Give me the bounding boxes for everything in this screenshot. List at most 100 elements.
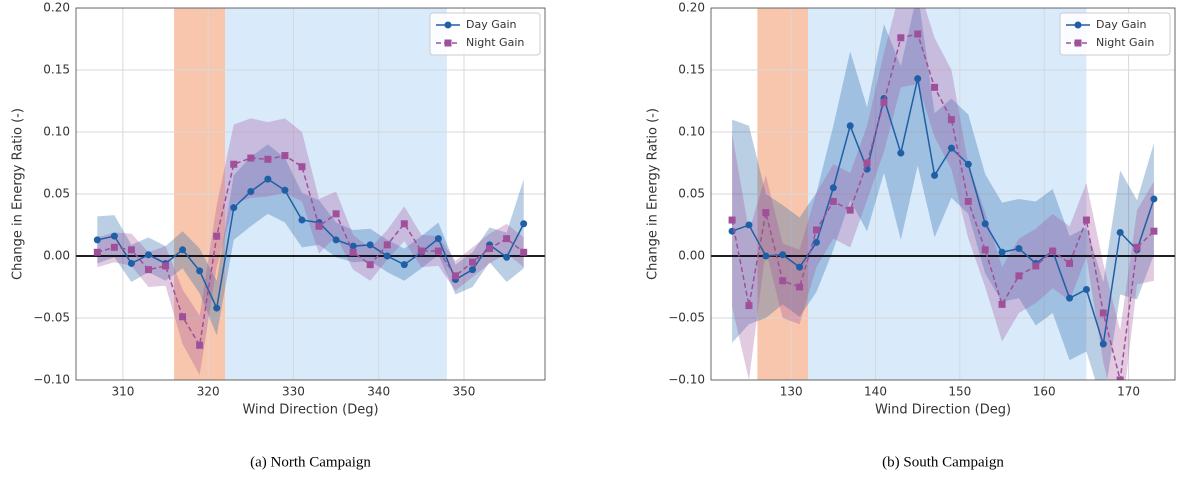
data-point	[880, 98, 888, 106]
data-point	[863, 159, 871, 167]
data-point	[914, 75, 922, 83]
data-point	[281, 186, 289, 194]
data-point	[998, 248, 1006, 256]
confidence-band	[97, 118, 524, 376]
data-point	[213, 304, 221, 312]
x-tick-label: 340	[367, 385, 390, 399]
data-point	[366, 241, 374, 249]
data-point	[383, 252, 391, 260]
data-point	[812, 238, 820, 246]
data-point	[264, 155, 272, 163]
legend: Day Gain Night Gain	[429, 12, 541, 56]
y-tick-label: 0.05	[678, 187, 705, 201]
x-tick-label: 350	[453, 385, 476, 399]
confidence-band	[732, 8, 1154, 380]
data-point	[230, 204, 238, 212]
data-point	[728, 216, 736, 224]
data-point	[366, 261, 374, 269]
legend-label: Night Gain	[466, 36, 524, 49]
data-point	[332, 236, 340, 244]
legend: Day Gain Night Gain	[1059, 12, 1171, 56]
y-tick-label: −0.10	[33, 373, 70, 387]
data-point	[829, 197, 837, 205]
x-axis-label: Wind Direction (Deg)	[875, 403, 1011, 418]
data-point	[1066, 259, 1074, 267]
panel: −0.10 −0.05 0.00 0.05 0.10 0.15 0.20 310 320 330 3…	[11, 1, 546, 470]
axes-frame	[710, 7, 1176, 381]
data-point	[281, 152, 289, 160]
data-point	[1150, 227, 1158, 235]
data-point	[964, 160, 972, 168]
y-tick-label: 0.00	[43, 249, 70, 263]
data-point	[179, 313, 187, 321]
data-point	[1015, 272, 1023, 280]
data-point	[315, 222, 323, 230]
plot-area	[711, 8, 1175, 380]
data-point	[762, 209, 770, 217]
data-point	[264, 175, 272, 183]
data-point	[469, 258, 477, 266]
data-point	[779, 277, 787, 285]
y-axis-label: Change in Energy Ratio (-)	[11, 108, 26, 280]
data-point	[162, 262, 170, 270]
data-point	[332, 210, 340, 218]
data-point	[110, 232, 118, 240]
legend-label: Day Gain	[1096, 18, 1147, 31]
data-point	[897, 149, 905, 157]
data-point	[931, 83, 939, 91]
data-point	[1116, 228, 1124, 236]
y-tick-label: 0.20	[678, 1, 705, 15]
x-tick-label: 140	[864, 385, 887, 399]
data-point	[213, 232, 221, 240]
x-tick-label: 150	[948, 385, 971, 399]
data-point	[812, 226, 820, 234]
x-axis-label: Wind Direction (Deg)	[242, 403, 378, 418]
data-point	[1099, 309, 1107, 317]
data-point	[1082, 285, 1090, 293]
y-axis-label: Change in Energy Ratio (-)	[646, 108, 661, 280]
legend-marker	[444, 39, 452, 47]
x-tick-label: 160	[1033, 385, 1056, 399]
data-point	[196, 267, 204, 275]
data-point	[1049, 247, 1057, 255]
plot-area	[76, 8, 545, 380]
legend-box	[429, 12, 541, 56]
y-tick-label: −0.05	[33, 311, 70, 325]
legend-marker	[1074, 21, 1082, 29]
data-point	[745, 302, 753, 310]
confidence-band	[97, 144, 524, 336]
data-point	[503, 253, 511, 261]
data-point	[981, 246, 989, 254]
axes-frame	[75, 7, 546, 381]
data-point	[298, 163, 306, 171]
data-point	[1133, 243, 1141, 251]
x-tick-label: 130	[780, 385, 803, 399]
data-point	[247, 188, 255, 196]
data-point	[964, 197, 972, 205]
data-point	[1032, 262, 1040, 270]
y-tick-label: 0.10	[678, 125, 705, 139]
data-point	[914, 30, 922, 38]
data-point	[486, 245, 494, 253]
y-tick-label: 0.15	[678, 63, 705, 77]
data-point	[829, 184, 837, 192]
data-point	[298, 216, 306, 224]
data-point	[947, 116, 955, 124]
data-point	[503, 235, 511, 243]
data-point	[947, 144, 955, 152]
data-point	[745, 221, 753, 229]
legend-label: Day Gain	[466, 18, 517, 31]
data-point	[469, 266, 477, 274]
data-point	[196, 341, 204, 349]
data-point	[1082, 216, 1090, 224]
confidence-band	[732, 8, 1154, 380]
x-tick-label: 320	[197, 385, 220, 399]
y-tick-label: −0.05	[668, 311, 705, 325]
data-point	[127, 246, 135, 254]
x-tick-label: 310	[111, 385, 134, 399]
data-point	[981, 220, 989, 228]
data-point	[349, 242, 357, 250]
legend-box	[1059, 12, 1171, 56]
data-point	[144, 266, 152, 274]
data-point	[931, 171, 939, 179]
